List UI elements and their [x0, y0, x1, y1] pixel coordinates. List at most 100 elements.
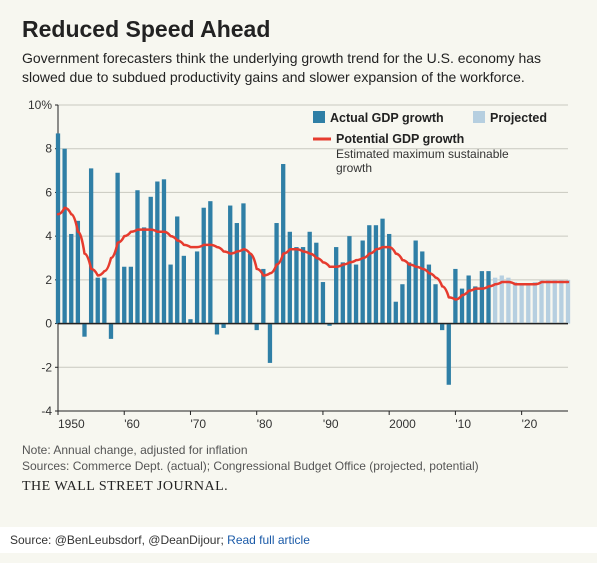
gdp-bar	[149, 197, 153, 324]
gdp-bar	[566, 280, 570, 324]
gdp-bar	[546, 280, 550, 324]
x-tick-label: 2000	[389, 417, 416, 431]
chart-sources: Sources: Commerce Dept. (actual); Congre…	[22, 459, 575, 473]
gdp-bar	[354, 264, 358, 323]
gdp-bar	[135, 190, 139, 323]
gdp-bar	[109, 323, 113, 338]
gdp-bar	[241, 203, 245, 323]
gdp-bar	[122, 267, 126, 324]
chart-legend: Actual GDP growthProjectedPotential GDP …	[313, 111, 547, 175]
gdp-bar	[400, 284, 404, 323]
gdp-bar	[539, 280, 543, 324]
y-tick-label: 8	[45, 141, 52, 155]
gdp-bar	[414, 240, 418, 323]
gdp-bar	[473, 286, 477, 323]
gdp-bar	[195, 251, 199, 323]
y-tick-label: 2	[45, 273, 52, 287]
gdp-bar	[248, 253, 252, 323]
gdp-bar	[202, 208, 206, 324]
gdp-bar	[129, 267, 133, 324]
gdp-bar	[228, 205, 232, 323]
gdp-bar	[321, 282, 325, 324]
gdp-bar	[447, 323, 451, 384]
gdp-bar	[294, 247, 298, 323]
gdp-bar	[215, 323, 219, 334]
gdp-bar	[142, 227, 146, 323]
legend-potential-sub1: Estimated maximum sustainable	[336, 147, 509, 161]
gdp-bar	[453, 269, 457, 324]
gdp-bar	[96, 277, 100, 323]
footer-credit: Source: @BenLeubsdorf, @DeanDijour; Read…	[0, 527, 597, 553]
gdp-bar	[76, 221, 80, 324]
gdp-bar	[162, 179, 166, 323]
footer-prefix: Source: @BenLeubsdorf, @DeanDijour;	[10, 533, 227, 547]
chart-svg: -4 -2 0 2 4 6 8 10% 1950 '60 '70 '80 '90 2000 '10 '20 Ac…	[22, 97, 574, 437]
gdp-bar	[394, 301, 398, 323]
gdp-bar	[533, 282, 537, 324]
gdp-bar	[420, 251, 424, 323]
gdp-bar	[361, 240, 365, 323]
gdp-bar	[347, 236, 351, 323]
gdp-bar	[268, 323, 272, 362]
gdp-bar	[301, 247, 305, 323]
chart-title: Reduced Speed Ahead	[22, 16, 575, 43]
gdp-bar	[559, 280, 563, 324]
gdp-bar	[261, 269, 265, 324]
gdp-bar	[433, 284, 437, 323]
gdp-bar	[513, 282, 517, 324]
chart-subtitle: Government forecasters think the underly…	[22, 49, 542, 87]
y-tick-label: -4	[41, 404, 52, 418]
gdp-bar	[102, 277, 106, 323]
gdp-bar	[526, 284, 530, 323]
gdp-bar	[367, 225, 371, 323]
y-tick-label: 0	[45, 316, 52, 330]
y-tick-label: 4	[45, 229, 52, 243]
gdp-bar	[56, 133, 60, 323]
x-tick-label: '80	[257, 417, 273, 431]
gdp-bar	[506, 277, 510, 323]
legend-swatch-projected	[473, 111, 485, 123]
gdp-bar	[553, 280, 557, 324]
publisher-brand: THE WALL STREET JOURNAL.	[22, 479, 575, 495]
gdp-bar	[175, 216, 179, 323]
y-tick-label: 6	[45, 185, 52, 199]
x-tick-label: 1950	[58, 417, 85, 431]
x-tick-label: '20	[522, 417, 538, 431]
gdp-bar	[466, 275, 470, 323]
gdp-bar	[208, 201, 212, 323]
x-tick-label: '70	[190, 417, 206, 431]
gdp-bar	[374, 225, 378, 323]
read-full-article-link[interactable]: Read full article	[227, 533, 310, 547]
gdp-bar	[334, 247, 338, 323]
legend-actual-label: Actual GDP growth	[330, 111, 444, 125]
gdp-chart: -4 -2 0 2 4 6 8 10% 1950 '60 '70 '80 '90 2000 '10 '20 Ac…	[22, 97, 574, 437]
gdp-bar	[288, 232, 292, 324]
gdp-bar	[235, 223, 239, 324]
gdp-bar	[407, 262, 411, 323]
gdp-bar	[255, 323, 259, 330]
gdp-bar	[168, 264, 172, 323]
gdp-bar	[89, 168, 93, 323]
x-tick-label: '10	[455, 417, 471, 431]
gdp-bar	[281, 164, 285, 324]
gdp-bar	[182, 256, 186, 324]
gdp-bar	[69, 234, 73, 324]
y-tick-label: -2	[41, 360, 52, 374]
gdp-bar	[62, 148, 66, 323]
gdp-bar	[308, 232, 312, 324]
gdp-bar	[519, 284, 523, 323]
chart-note: Note: Annual change, adjusted for inflat…	[22, 443, 575, 457]
gdp-bar	[440, 323, 444, 330]
x-tick-label: '90	[323, 417, 339, 431]
gdp-bar	[380, 218, 384, 323]
y-tick-label: 10%	[28, 98, 52, 112]
potential-gdp-line	[58, 208, 568, 300]
legend-swatch-actual	[313, 111, 325, 123]
gdp-bar	[480, 271, 484, 323]
gdp-bar	[155, 181, 159, 323]
gdp-bar	[341, 262, 345, 323]
x-tick-label: '60	[124, 417, 140, 431]
gdp-bar	[82, 323, 86, 336]
legend-projected-label: Projected	[490, 111, 547, 125]
gdp-bar	[486, 271, 490, 323]
